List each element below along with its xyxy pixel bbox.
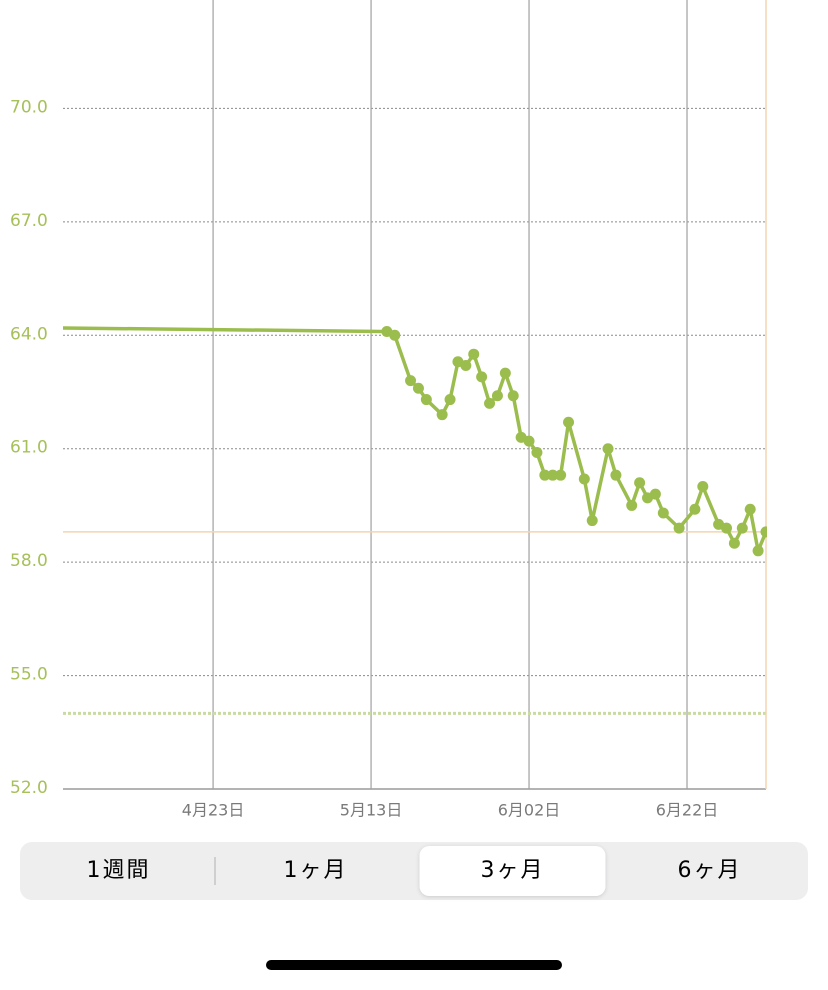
x-tick-label: 6月22日 <box>656 801 719 820</box>
data-point <box>547 469 559 481</box>
data-point <box>626 499 638 511</box>
y-tick-label: 73.0 <box>10 0 48 4</box>
data-point <box>523 435 535 447</box>
data-point <box>649 488 661 500</box>
data-point <box>444 394 456 406</box>
data-point <box>602 443 614 455</box>
selected-tab <box>419 846 606 896</box>
data-point <box>689 503 701 515</box>
data-point <box>412 382 424 394</box>
data-point <box>673 522 685 534</box>
data-point <box>484 397 496 409</box>
data-point <box>657 507 669 519</box>
y-tick-label: 61.0 <box>10 438 48 458</box>
data-point <box>420 394 432 406</box>
data-point <box>578 473 590 485</box>
x-tick-label: 5月13日 <box>340 801 403 820</box>
data-point <box>721 522 733 534</box>
data-point <box>760 526 767 538</box>
data-point <box>736 522 748 534</box>
data-point <box>634 477 646 489</box>
weight-line <box>63 326 767 553</box>
data-point <box>389 329 401 341</box>
y-tick-label: 70.0 <box>10 97 48 117</box>
data-point <box>531 446 543 458</box>
data-point <box>436 409 448 421</box>
tab-label[interactable]: 1ヶ月 <box>284 858 348 883</box>
data-point <box>728 537 740 549</box>
data-point <box>507 390 519 402</box>
data-point <box>744 503 756 515</box>
data-point <box>499 367 511 379</box>
data-point <box>468 348 480 360</box>
data-point <box>555 469 567 481</box>
data-point <box>586 515 598 527</box>
y-tick-label: 64.0 <box>10 324 48 344</box>
tab-label[interactable]: 1週間 <box>87 858 151 883</box>
y-tick-label: 55.0 <box>10 665 48 685</box>
x-tick-label: 4月23日 <box>182 801 245 820</box>
plot-area <box>63 326 767 557</box>
data-point <box>405 375 417 387</box>
tab-label[interactable]: 3ヶ月 <box>481 858 545 883</box>
data-point <box>563 416 575 428</box>
data-point <box>476 371 488 383</box>
home-indicator <box>266 960 562 970</box>
y-tick-label: 52.0 <box>10 778 48 798</box>
data-point <box>610 469 622 481</box>
tab-label[interactable]: 6ヶ月 <box>678 858 742 883</box>
data-point <box>460 360 472 372</box>
x-tick-label: 6月02日 <box>498 801 561 820</box>
data-point <box>752 545 764 557</box>
segmented-control <box>20 842 808 900</box>
data-point <box>491 390 503 402</box>
y-tick-label: 67.0 <box>10 211 48 231</box>
data-point <box>697 481 709 493</box>
data-point <box>539 469 551 481</box>
y-tick-label: 58.0 <box>10 551 48 571</box>
